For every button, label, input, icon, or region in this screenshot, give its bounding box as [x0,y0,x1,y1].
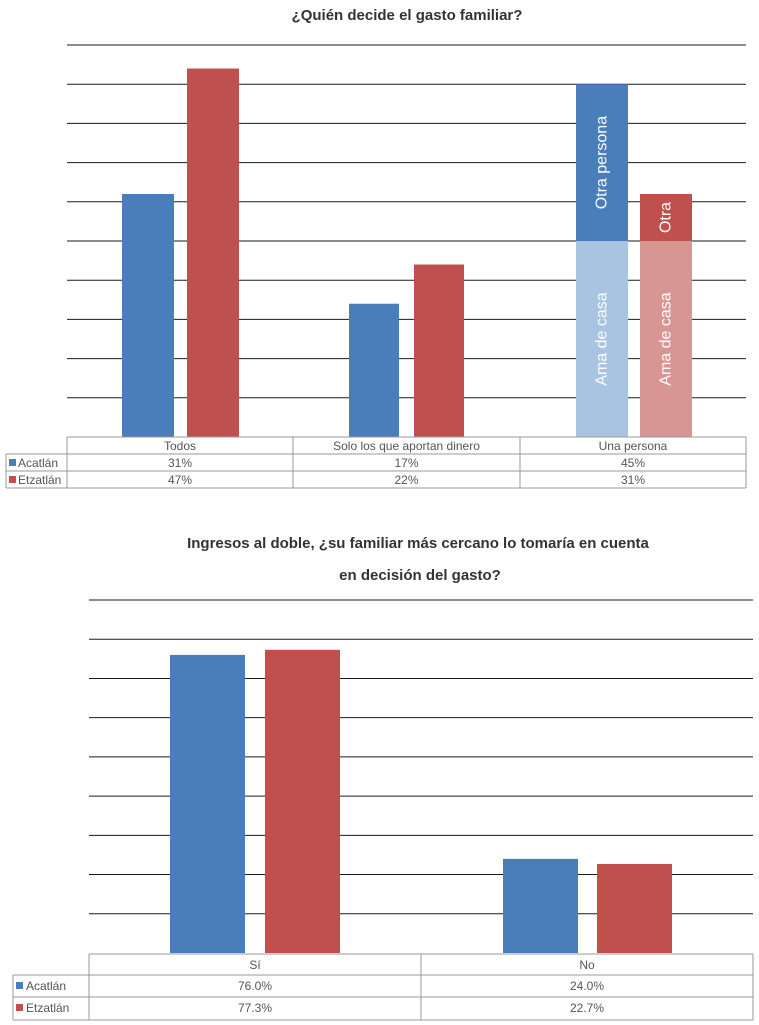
chart1-gridlines [67,44,746,399]
bar-segment-otra-persona [640,193,692,241]
chart1-title: ¿Quién decide el gasto familiar? [292,7,523,24]
table-value: 22.7% [570,1001,604,1015]
table-category-label: Todos [164,439,196,453]
bar-acatlan-0 [170,654,245,953]
bar-etzatlan-1 [414,264,464,437]
chart2-data-table: Sí 76.0% 77.3% No 24.0% 22.7% Acatlán Etzatlán [12,953,754,1021]
chart2-title-line1: Ingresos al doble, ¿su familiar más cerc… [187,535,649,552]
table-category-label: Una persona [599,439,668,453]
table-value: 24.0% [570,979,604,993]
segment-label-otra: Otra [658,202,675,233]
table-value: 17% [394,456,418,470]
bar-acatlan-1 [349,303,399,437]
legend-label: Etzatlán [18,473,61,487]
table-value: 47% [168,473,192,487]
segment-label-ama-de-casa: Ama de casa [594,292,611,385]
bar-acatlan-1 [503,858,578,953]
table-value: 31% [621,473,645,487]
table-category-label: Solo los que aportan dinero [333,439,480,453]
bar-etzatlan-0 [265,649,340,953]
table-value: 31% [168,456,192,470]
legend-label: Acatlán [26,979,66,993]
chart2-title-line2: en decisión del gasto? [339,567,501,584]
chart2-bars [170,649,672,953]
legend-label: Etzatlán [26,1001,69,1015]
bar-segment-otra-persona [576,84,628,241]
table-category-label: Sí [249,958,261,972]
bar-etzatlan-1 [597,863,672,953]
bar-acatlan-0 [122,193,174,437]
bar-etzatlan-0 [187,68,239,438]
legend-key-acatlan [16,982,23,989]
legend-label: Acatlán [18,456,58,470]
table-category-label: No [579,958,595,972]
chart1-bars: Ama de casa Otra persona Ama de casa Otra [122,68,692,438]
segment-label-otra: Otra persona [594,116,611,209]
legend-key-acatlan [9,459,16,466]
chart-quien-decide: ¿Quién decide el gasto familiar? Ama de … [5,7,747,489]
bar-segment-ama-de-casa [640,241,692,437]
chart-ingresos-doble: Ingresos al doble, ¿su familiar más cerc… [12,535,754,1021]
segment-label-ama-de-casa: Ama de casa [658,292,675,385]
table-value: 77.3% [238,1001,272,1015]
table-value: 22% [394,473,418,487]
legend-key-etzatlan [16,1004,23,1011]
table-value: 76.0% [238,979,272,993]
table-value: 45% [621,456,645,470]
chart1-data-table: Todos 31% 47% Solo los que aportan dinero 17… [5,436,747,489]
bar-segment-ama-de-casa [576,241,628,437]
legend-key-etzatlan [9,476,16,483]
